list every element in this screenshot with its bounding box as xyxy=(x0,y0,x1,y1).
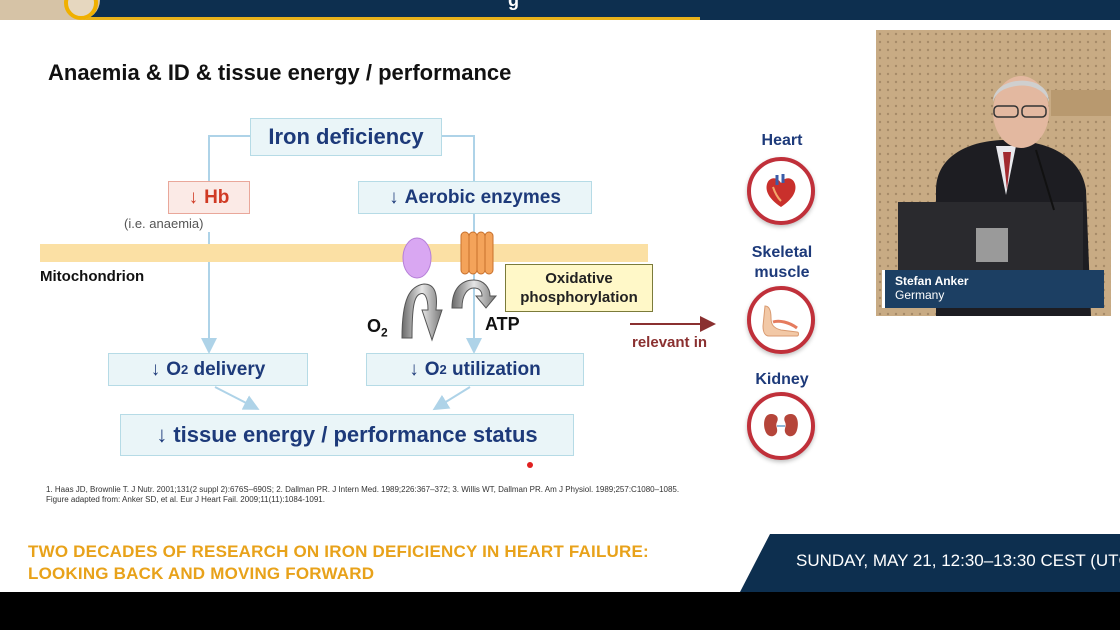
heart-icon-graphic xyxy=(766,174,796,207)
mitochondrion-label: Mitochondrion xyxy=(40,268,145,285)
hb-decrease-arrow: ↓ xyxy=(188,186,199,208)
aerobic-enzymes-box: ↓ Aerobic enzymes xyxy=(358,181,592,214)
hb-label: Hb xyxy=(204,186,230,208)
tissue-status-label: tissue energy / performance status xyxy=(173,422,538,447)
connector-iron-to-aerobic xyxy=(442,135,475,182)
speaker-face xyxy=(993,76,1049,148)
hb-box: ↓ Hb xyxy=(168,181,250,214)
delivery-label: delivery xyxy=(188,358,266,380)
references-line-2: Figure adapted from: Anker SD, et al. Eu… xyxy=(46,495,325,504)
session-title: TWO DECADES OF RESEARCH ON IRON DEFICIEN… xyxy=(28,542,649,583)
slide-title: Anaemia & ID & tissue energy / performan… xyxy=(48,60,512,85)
atp-synthase-protein xyxy=(460,231,494,275)
utilization-subscript: 2 xyxy=(439,362,447,377)
utilization-o: O xyxy=(424,358,440,380)
delivery-decrease-arrow: ↓ xyxy=(150,358,161,380)
skeletal-line1: Skeletal xyxy=(751,244,813,261)
utilization-decrease-arrow: ↓ xyxy=(409,358,419,380)
session-date: SUNDAY, MAY 21, 12:30–13:30 CEST (UTC +2… xyxy=(796,551,1120,570)
congress-logo xyxy=(0,0,100,20)
speaker-lower-third: Stefan Anker Germany xyxy=(882,270,1104,308)
utilization-label: utilization xyxy=(446,358,541,380)
delivery-subscript: 2 xyxy=(180,362,189,377)
aerobic-enzymes-label: Aerobic enzymes xyxy=(404,186,561,208)
foot-muscle-icon xyxy=(747,286,815,354)
atp-flow-arrow xyxy=(451,279,498,309)
atp-label: ATP xyxy=(485,314,520,334)
references-line-1: 1. Haas JD, Brownlie T. J Nutr. 2001;131… xyxy=(46,485,680,494)
membrane-proteins xyxy=(401,231,498,342)
organ-label-kidney: Kidney xyxy=(755,371,809,388)
speaker-name: Stefan Anker xyxy=(895,274,969,288)
o2-subscript: 2 xyxy=(381,325,388,340)
mitochondrial-membrane xyxy=(40,244,648,262)
muscle-icon-graphic xyxy=(762,305,799,337)
o2-label: O2 xyxy=(367,316,388,340)
logo-ring xyxy=(64,0,98,20)
connector-iron-to-hb xyxy=(208,135,250,182)
references: 1. Haas JD, Brownlie T. J Nutr. 2001;131… xyxy=(46,485,679,505)
oxidative-phosphorylation-box: Oxidative phosphorylation xyxy=(505,264,653,312)
top-banner xyxy=(0,0,1120,20)
speaker-country: Germany xyxy=(895,288,945,302)
heart-icon xyxy=(747,157,815,225)
relevant-in-label: relevant in xyxy=(632,334,708,351)
delivery-o: O xyxy=(166,358,181,380)
aerobic-decrease-arrow: ↓ xyxy=(389,186,399,208)
iron-deficiency-box: Iron deficiency xyxy=(250,118,442,156)
top-banner-gold-stripe xyxy=(0,17,700,20)
o2-flow-arrow xyxy=(401,283,443,342)
oxidative-line1: Oxidative xyxy=(545,270,613,287)
date-box xyxy=(740,534,1120,592)
lectern-device xyxy=(976,228,1008,262)
kidney-icon xyxy=(747,392,815,460)
o2-text: O xyxy=(367,316,382,336)
laser-pointer-dot xyxy=(527,462,533,468)
organ-label-skeletal-muscle: Skeletal muscle xyxy=(732,243,832,283)
connector-delivery-to-tissue xyxy=(214,386,260,410)
tissue-status-box: ↓ tissue energy / performance status xyxy=(120,414,574,456)
skeletal-line2: muscle xyxy=(754,264,810,281)
anaemia-note: (i.e. anaemia) xyxy=(124,216,204,231)
speaker-video-frame xyxy=(876,30,1111,316)
oxidative-line2: phosphorylation xyxy=(520,289,638,306)
connector-utilization-to-tissue xyxy=(432,386,471,411)
kidney-icon-graphic xyxy=(764,414,798,437)
tissue-decrease-arrow: ↓ xyxy=(156,422,168,447)
speaker-video[interactable]: Stefan Anker Germany xyxy=(876,30,1111,316)
iron-deficiency-label: Iron deficiency xyxy=(268,124,424,149)
top-banner-title-fragment: g xyxy=(508,0,519,10)
organ-label-heart: Heart xyxy=(761,132,803,149)
complex-protein-purple xyxy=(402,237,432,279)
letterbox-bar xyxy=(0,592,1120,630)
